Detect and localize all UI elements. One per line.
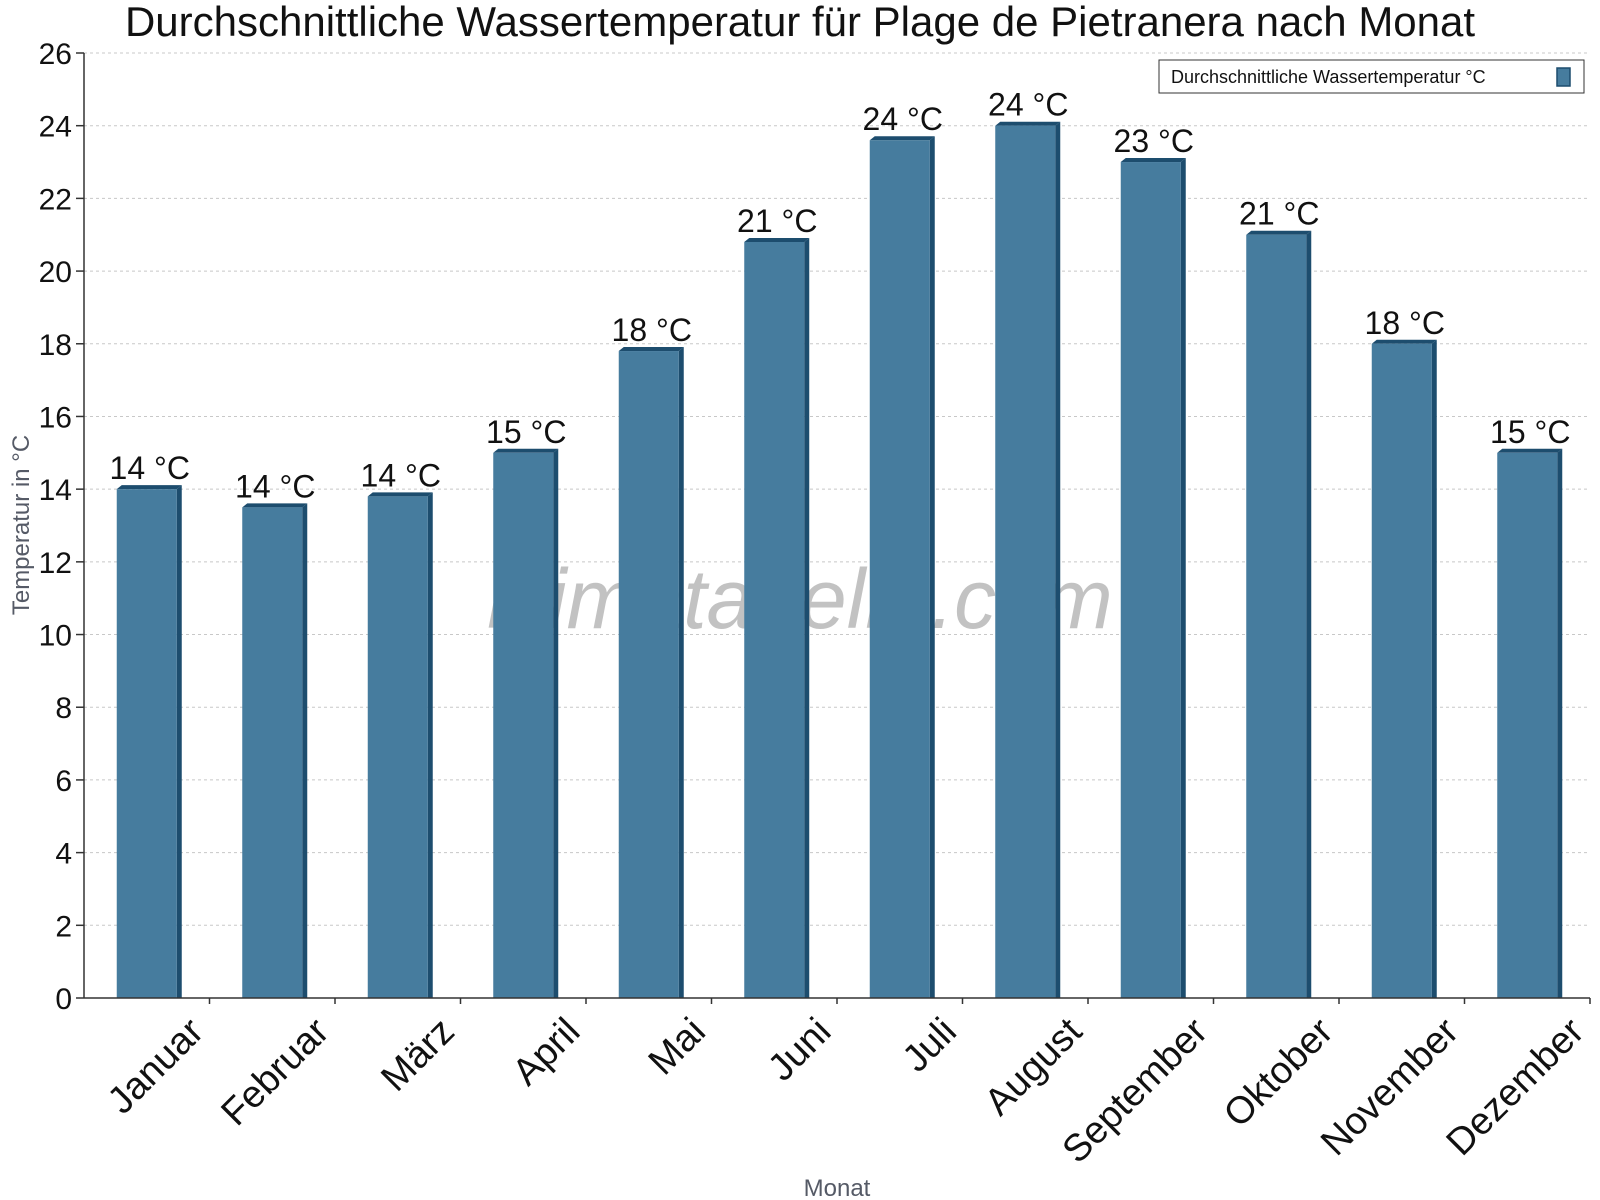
data-label: 14 °C [361,457,441,493]
legend: Durchschnittliche Wassertemperatur °C [1158,59,1585,94]
bar-side [1180,158,1186,999]
data-labels: 14 °C 14 °C 14 °C 15 °C 18 °C 21 °C 24 °C 24 °C… [110,87,1571,505]
data-label: 24 °C [863,101,943,137]
bar-side [1557,448,1563,998]
bar-face [1371,343,1432,998]
data-label: 15 °C [1490,414,1570,450]
bar-face [1246,234,1307,998]
bar-face [242,507,303,998]
bar-top [869,136,935,141]
x-tick-label: Februar [213,1010,337,1134]
x-tick-label: Juli [895,1010,965,1080]
x-tick-label: August [977,1010,1091,1124]
bar-side [553,448,559,998]
y-tick-label: 4 [55,838,72,871]
x-tick-label: Juni [760,1010,839,1089]
legend-box [1158,59,1585,94]
gridlines [84,52,1590,926]
data-label: 14 °C [235,468,315,504]
x-axis-title: Monat [804,1175,871,1200]
x-tick-label: Oktober [1216,1010,1342,1136]
bar [869,136,935,998]
bar-face [116,489,177,998]
x-tick-label: Mai [641,1010,714,1083]
y-tick-label: 6 [55,765,72,798]
bar [116,485,182,999]
chart-title: Durchschnittliche Wassertemperatur für P… [125,0,1475,45]
y-tick-label: 24 [39,111,72,144]
legend-swatch [1556,67,1571,87]
bar-top [1120,158,1186,163]
y-tick-label: 10 [39,620,72,653]
data-label: 24 °C [988,87,1068,123]
data-label: 18 °C [1365,305,1445,341]
bar-top [242,503,308,508]
y-tick-label: 0 [55,983,72,1016]
bar-face [1120,162,1181,999]
y-tick-label: 14 [39,474,72,507]
bar-top [116,485,182,490]
x-tick-label: Januar [100,1010,212,1122]
bar-face [493,452,554,998]
bar-side [1431,339,1437,998]
x-tick-label: Dezember [1439,1010,1593,1164]
bar-side [427,492,433,998]
y-tick-label: 12 [39,547,72,580]
bar-side [929,136,935,998]
bar-top [1246,230,1312,235]
bar-top [744,238,810,242]
bar-side [1055,121,1061,998]
bar-face [367,496,428,998]
bar-top [1497,448,1563,453]
bar-top [367,492,433,497]
y-tick-label: 20 [39,256,72,289]
bar [242,503,308,998]
data-label: 23 °C [1114,123,1194,159]
bar-top [1371,339,1437,344]
bar [995,121,1061,998]
data-label: 21 °C [1239,196,1319,232]
bar [1497,448,1563,998]
y-tick-label: 8 [55,692,72,725]
y-tick-label: 18 [39,329,72,362]
bar [1246,230,1312,998]
bar [1371,339,1437,998]
data-label: 15 °C [486,414,566,450]
y-tick-label: 16 [39,401,72,434]
bar-face [995,125,1056,998]
bar-face [1497,452,1558,998]
bars [116,121,1563,999]
bar-side [302,503,308,998]
bar-side [1306,230,1312,998]
x-tick-label: März [373,1010,462,1099]
bar-face [618,351,679,998]
data-label: 18 °C [612,312,692,348]
bar-face [744,242,805,998]
data-label: 14 °C [110,450,190,486]
x-tick-label: April [505,1010,588,1093]
bar [493,448,559,998]
bar [744,238,810,998]
bar-top [493,448,559,453]
x-ticks: Januar Februar März April Mai Juni Juli AugustS… [100,998,1593,1171]
data-label: 21 °C [737,203,817,239]
bar [618,347,684,998]
bar-top [995,121,1061,126]
bar-face [869,140,930,998]
bar [367,492,433,998]
y-tick-label: 26 [39,38,72,71]
bar-side [176,485,182,999]
legend-label: Durchschnittliche Wassertemperatur °C [1171,67,1486,87]
bar-side [804,238,810,998]
y-tick-label: 2 [55,910,72,943]
bar [1120,158,1186,999]
y-axis-title: Temperatur in °C [8,435,35,615]
bar-top [618,347,684,352]
y-tick-label: 22 [39,183,72,216]
bar-side [678,347,684,998]
